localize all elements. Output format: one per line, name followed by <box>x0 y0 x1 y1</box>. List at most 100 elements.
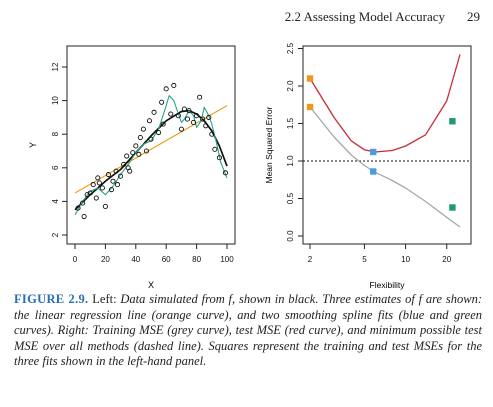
data-point <box>137 135 143 141</box>
data-point <box>175 113 181 119</box>
right-axis-ticks: 2 5 10 20 0.0 0.5 1.0 1.5 2.0 2.5 <box>286 42 452 264</box>
data-point <box>140 126 146 132</box>
right-y-tick-label: 1.0 <box>286 155 295 167</box>
left-plot-frame <box>66 45 236 245</box>
left-panel: 0 20 40 60 80 100 2 4 6 8 10 12 X Y <box>28 45 236 290</box>
caption-lead: Left: <box>92 292 117 306</box>
left-y-tick-label: 12 <box>51 62 60 71</box>
left-y-tick-label: 6 <box>51 165 60 170</box>
left-x-tick-label: 100 <box>220 255 234 264</box>
figure-2-9: 0 20 40 60 80 100 2 4 6 8 10 12 X Y 2 5 10 20 0.0 0.5 1.0… <box>28 42 472 290</box>
right-x-tick-label: 2 <box>308 255 313 264</box>
data-point <box>168 111 174 117</box>
left-points <box>75 82 229 220</box>
data-point <box>181 106 187 112</box>
left-y-tick-label: 10 <box>51 96 60 105</box>
data-point <box>163 86 169 92</box>
left-x-axis-label: X <box>148 280 154 290</box>
data-point <box>90 182 96 188</box>
data-point <box>151 109 157 115</box>
left-y-axis-label: Y <box>28 142 38 148</box>
right-plot-frame <box>302 45 472 245</box>
data-point <box>133 143 139 149</box>
data-point <box>184 116 191 122</box>
section-title: 2.2 Assessing Model Accuracy <box>284 9 445 24</box>
data-point <box>156 129 162 136</box>
data-point <box>200 116 206 122</box>
data-point <box>127 168 133 174</box>
mse-square-marker <box>306 103 314 111</box>
data-point <box>102 203 108 209</box>
data-point <box>171 82 177 89</box>
caption-body: Data simulated from f, shown in black. T… <box>14 292 482 369</box>
data-point <box>95 175 101 181</box>
data-point <box>99 185 105 191</box>
data-point <box>75 205 81 211</box>
left-x-tick-label: 0 <box>73 255 78 264</box>
data-point <box>160 121 166 127</box>
data-point <box>209 131 215 137</box>
mse-square-marker <box>370 168 377 175</box>
data-point <box>197 94 203 100</box>
data-point <box>80 200 86 206</box>
data-point <box>143 148 149 154</box>
left-y-tick-label: 4 <box>51 199 60 204</box>
data-point <box>93 195 99 201</box>
mse-square-marker <box>306 75 314 82</box>
right-y-tick-label: 1.5 <box>286 117 295 129</box>
data-point <box>203 123 209 129</box>
data-point <box>108 187 115 193</box>
data-point <box>159 99 165 105</box>
left-y-tick-label: 2 <box>51 232 60 237</box>
right-x-tick-label: 20 <box>442 255 451 264</box>
left-x-tick-label: 60 <box>162 255 171 264</box>
data-point <box>146 118 153 124</box>
data-point <box>212 146 218 152</box>
right-panel: 2 5 10 20 0.0 0.5 1.0 1.5 2.0 2.5 Flexibility Mea… <box>264 42 472 290</box>
data-point <box>124 153 130 159</box>
right-x-tick-label: 10 <box>401 255 410 264</box>
data-point <box>186 108 192 114</box>
training-mse-curve <box>309 106 461 228</box>
mse-square-marker <box>449 118 456 125</box>
data-point <box>87 190 93 196</box>
mse-square-marker <box>370 148 377 156</box>
data-point <box>110 178 116 184</box>
right-x-axis-label: Flexibility <box>370 280 406 290</box>
right-y-tick-label: 0.5 <box>286 192 295 204</box>
test-mse-curve <box>309 54 461 153</box>
left-x-tick-label: 40 <box>131 255 140 264</box>
data-point <box>216 155 222 161</box>
data-point <box>115 182 121 188</box>
right-x-tick-label: 5 <box>362 255 367 264</box>
data-point <box>96 180 102 186</box>
data-point <box>118 173 124 179</box>
right-y-tick-label: 0.0 <box>286 230 295 242</box>
data-point <box>178 126 184 132</box>
data-point <box>194 113 200 119</box>
right-series <box>309 54 461 228</box>
data-point <box>105 171 111 178</box>
data-point <box>136 151 142 157</box>
right-y-tick-label: 2.5 <box>286 42 295 54</box>
left-axis-ticks: 0 20 40 60 80 100 2 4 6 8 10 12 <box>51 62 234 264</box>
data-point <box>121 161 127 167</box>
data-point <box>222 170 229 176</box>
running-head: 2.2 Assessing Model Accuracy 29 <box>0 9 480 25</box>
left-y-tick-label: 8 <box>51 131 60 136</box>
right-y-axis-label: Mean Squared Error <box>264 106 274 183</box>
data-point <box>191 119 197 125</box>
data-point <box>113 168 119 174</box>
page-number: 29 <box>467 9 480 24</box>
left-x-tick-label: 20 <box>101 255 110 264</box>
right-squares <box>306 75 456 211</box>
figure-caption: FIGURE 2.9. Left: Data simulated from f,… <box>14 292 482 370</box>
left-x-tick-label: 80 <box>192 255 201 264</box>
data-point <box>130 150 136 156</box>
data-point <box>81 213 87 220</box>
right-y-tick-label: 2.0 <box>286 80 295 92</box>
data-point <box>148 136 154 142</box>
caption-label: FIGURE 2.9. <box>14 292 89 306</box>
true-f-curve <box>74 109 228 211</box>
data-point <box>206 114 212 120</box>
